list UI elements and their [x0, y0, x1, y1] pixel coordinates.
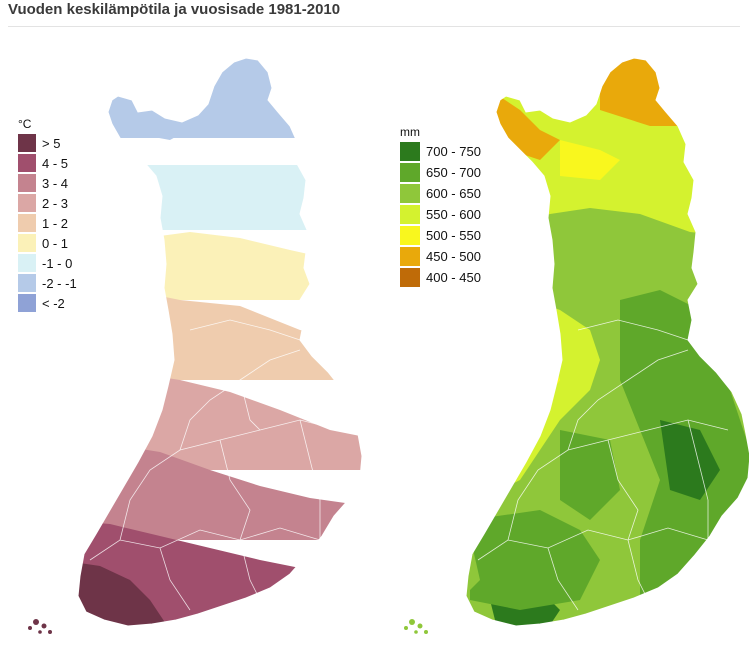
- legend-label: 500 - 550: [426, 228, 481, 243]
- legend-entry: -2 - -1: [18, 273, 77, 293]
- legend-label: 400 - 450: [426, 270, 481, 285]
- legend-label: 700 - 750: [426, 144, 481, 159]
- legend-entry: > 5: [18, 133, 77, 153]
- legend-swatch: [400, 205, 420, 224]
- legend-entry: 3 - 4: [18, 173, 77, 193]
- legend-entry: 650 - 700: [400, 162, 481, 183]
- legend-swatch: [18, 154, 36, 172]
- aland-islands: [404, 619, 428, 634]
- precipitation-legend: mm 700 - 750 650 - 700 600 - 650 550 - 600 5…: [400, 125, 481, 288]
- legend-swatch: [400, 226, 420, 245]
- legend-label: 600 - 650: [426, 186, 481, 201]
- legend-label: 550 - 600: [426, 207, 481, 222]
- legend-entry: 2 - 3: [18, 193, 77, 213]
- legend-entry: 550 - 600: [400, 204, 481, 225]
- legend-entry: -1 - 0: [18, 253, 77, 273]
- legend-label: 650 - 700: [426, 165, 481, 180]
- legend-label: > 5: [42, 135, 61, 151]
- temperature-unit: °C: [18, 117, 32, 131]
- legend-label: -1 - 0: [42, 255, 73, 271]
- legend-label: 4 - 5: [42, 155, 69, 171]
- legend-swatch: [18, 194, 36, 212]
- legend-label: 450 - 500: [426, 249, 481, 264]
- legend-swatch: [400, 268, 420, 287]
- legend-swatch: [18, 234, 36, 252]
- legend-entry: 4 - 5: [18, 153, 77, 173]
- legend-swatch: [18, 214, 36, 232]
- page-title: Vuoden keskilämpötila ja vuosisade 1981-…: [8, 1, 341, 18]
- temperature-map: [28, 57, 363, 634]
- legend-swatch: [18, 294, 36, 312]
- temperature-legend: °C > 5 4 - 5 3 - 4 2 - 3 1 - 2 0 - 1 -1 - 0 -2 …: [18, 117, 77, 313]
- legend-swatch: [400, 142, 420, 161]
- legend-entry: 500 - 550: [400, 225, 481, 246]
- legend-entry: 1 - 2: [18, 213, 77, 233]
- legend-entry: < -2: [18, 293, 77, 313]
- legend-swatch: [18, 174, 36, 192]
- legend-label: 2 - 3: [42, 195, 69, 211]
- legend-swatch: [18, 254, 36, 272]
- legend-label: 1 - 2: [42, 215, 69, 231]
- legend-label: -2 - -1: [42, 275, 77, 291]
- legend-swatch: [18, 274, 36, 292]
- legend-swatch: [400, 184, 420, 203]
- aland-islands: [28, 619, 52, 634]
- legend-swatch: [18, 134, 36, 152]
- legend-entry: 0 - 1: [18, 233, 77, 253]
- legend-entry: 400 - 450: [400, 267, 481, 288]
- legend-swatch: [400, 163, 420, 182]
- legend-label: 0 - 1: [42, 235, 69, 251]
- title-divider: [8, 26, 740, 27]
- legend-entry: 450 - 500: [400, 246, 481, 267]
- legend-swatch: [400, 247, 420, 266]
- legend-label: 3 - 4: [42, 175, 69, 191]
- legend-entry: 700 - 750: [400, 141, 481, 162]
- legend-entry: 600 - 650: [400, 183, 481, 204]
- precipitation-unit: mm: [400, 125, 420, 139]
- legend-label: < -2: [42, 295, 65, 311]
